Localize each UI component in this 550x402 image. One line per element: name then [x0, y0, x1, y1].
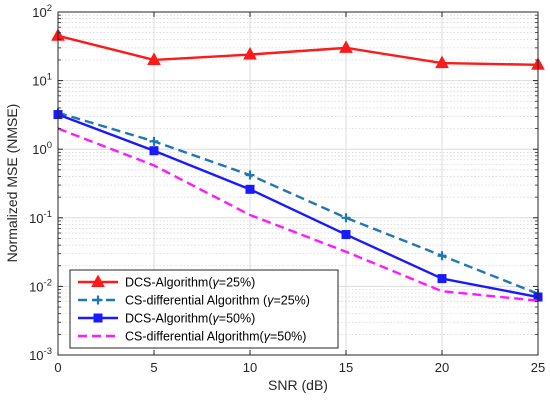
y-tick-label: 10-2: [29, 277, 52, 294]
y-tick-label: 10-1: [29, 209, 52, 226]
data-point: [149, 136, 159, 146]
y-tick-label: 102: [32, 3, 52, 20]
data-point: [341, 230, 351, 240]
x-tick-label: 25: [531, 360, 545, 375]
y-tick-label: 101: [32, 72, 52, 89]
x-tick-label: 10: [243, 360, 257, 375]
data-point: [437, 274, 447, 284]
y-tick-base: 10: [32, 74, 46, 89]
y-tick-exponent: -3: [44, 346, 52, 357]
y-axis-label: Normalized MSE (NMSE): [4, 104, 20, 263]
data-point: [245, 170, 255, 180]
series-line: [57, 111, 539, 295]
y-tick-exponent: 1: [47, 72, 52, 83]
x-tick-labels: 0 5 10 15 20 25: [54, 360, 545, 375]
data-point: [339, 40, 353, 53]
series-line: [57, 127, 539, 302]
y-tick-base: 10: [29, 279, 43, 294]
data-point: [245, 184, 255, 194]
plot-frame: [57, 11, 539, 356]
y-tick-base: 10: [29, 211, 43, 226]
y-tick-exponent: 2: [47, 3, 52, 14]
data-point: [93, 313, 103, 323]
data-point: [93, 295, 103, 305]
x-tick-label: 20: [435, 360, 449, 375]
y-tick-exponent: -1: [44, 209, 52, 220]
y-tick-base: 10: [29, 348, 43, 363]
series: [57, 127, 539, 302]
y-tick-label: 10-3: [29, 346, 52, 363]
series-layer: [51, 28, 545, 302]
data-point: [243, 46, 257, 60]
y-tick-base: 10: [32, 142, 46, 157]
x-tick-label: 15: [339, 360, 353, 375]
y-tick-exponent: -2: [44, 277, 52, 288]
data-point: [149, 146, 159, 156]
y-tick-base: 10: [32, 5, 46, 20]
data-point: [147, 52, 161, 65]
legend: DCS-Algorithm(γ=25%) CS-differential Algo…: [69, 269, 339, 349]
data-point: [435, 55, 449, 69]
series-line: [57, 34, 539, 66]
legend-entry: DCS-Algorithm(γ=25%): [125, 276, 255, 290]
legend-entry: CS-differential Algorithm(γ=50%): [125, 330, 306, 344]
x-axis-label: SNR (dB): [268, 377, 328, 393]
data-point: [91, 274, 105, 287]
x-tick-label: 0: [54, 360, 61, 375]
legend-entry: DCS-Algorithm(γ=50%): [125, 312, 255, 326]
ticks: [57, 11, 539, 356]
x-tick-label: 5: [150, 360, 157, 375]
y-tick-label: 100: [32, 140, 52, 157]
series-line: [57, 113, 539, 299]
data-point: [341, 213, 351, 223]
legend-entry: CS-differential Algorithm (γ=25%): [125, 294, 310, 308]
data-point: [437, 251, 447, 261]
y-tick-exponent: 0: [47, 140, 52, 151]
